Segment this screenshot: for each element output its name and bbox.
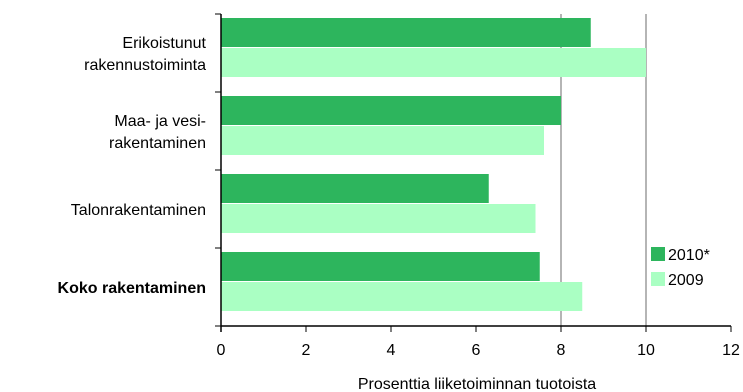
category-labels: Erikoistunut rakennustoiminta Maa- ja vesi…	[58, 35, 207, 297]
legend-swatch-0	[651, 247, 665, 261]
x-tick-label-2: 2	[302, 342, 311, 359]
legend-label-0: 2010*	[668, 247, 710, 264]
legend: 2010* 2009	[651, 247, 710, 289]
bar-2009-1	[221, 126, 544, 155]
legend-label-1: 2009	[668, 272, 704, 289]
bar-2010-1	[221, 96, 561, 125]
category-label-1-0: Maa- ja vesi-	[114, 113, 206, 130]
x-tick-label-0: 0	[217, 342, 226, 359]
category-label-3-0: Koko rakentaminen	[58, 280, 206, 297]
bar-2010-0	[221, 18, 591, 47]
x-tick-label-10: 10	[637, 342, 655, 359]
bar-2009-2	[221, 204, 536, 233]
bars	[221, 18, 646, 311]
category-label-0-0: Erikoistunut	[122, 35, 206, 52]
x-tick-label-8: 8	[557, 342, 566, 359]
bar-2009-0	[221, 48, 646, 77]
x-tick-label-12: 12	[722, 342, 740, 359]
x-tick-label-6: 6	[472, 342, 481, 359]
bar-2010-3	[221, 252, 540, 281]
x-tick-labels: 0 2 4 6 8 10 12	[217, 342, 740, 359]
category-label-2-0: Talonrakentaminen	[71, 202, 206, 219]
bar-2009-3	[221, 282, 583, 311]
legend-swatch-1	[651, 272, 665, 286]
bar-2010-2	[221, 174, 489, 203]
x-axis-title: Prosenttia liiketoiminnan tuotoista	[358, 376, 596, 392]
axes	[215, 13, 732, 332]
category-label-1-1: rakentaminen	[109, 135, 206, 152]
category-label-0-1: rakennustoiminta	[84, 57, 206, 74]
x-tick-label-4: 4	[387, 342, 396, 359]
